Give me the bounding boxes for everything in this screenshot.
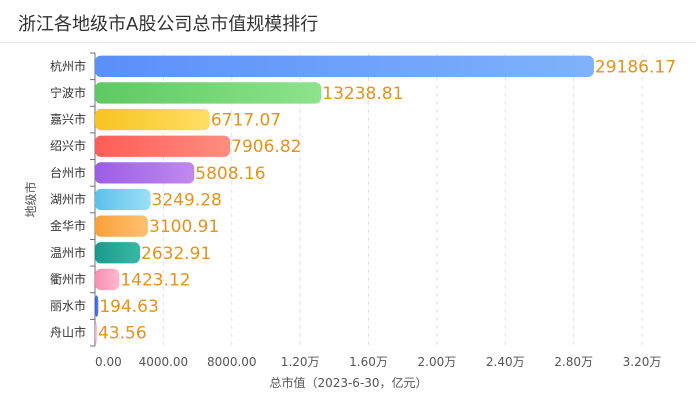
bar [95, 295, 99, 317]
category-label: 温州市 [50, 245, 86, 260]
category-label: 台州市 [50, 165, 86, 180]
value-label: 3249.28 [152, 191, 222, 211]
x-tick-label: 8000.00 [207, 355, 257, 369]
category-label: 衢州市 [50, 271, 86, 286]
y-axis-title: 地级市 [23, 181, 38, 217]
x-tick-label: 2.40万 [486, 355, 525, 369]
bar [95, 242, 141, 264]
x-axis-title: 总市值（2023-6-30，亿元） [269, 375, 427, 390]
category-label: 湖州市 [50, 192, 86, 207]
value-label: 194.63 [99, 297, 158, 317]
category-label: 丽水市 [50, 298, 86, 313]
value-label: 3100.91 [149, 217, 219, 237]
title-divider [0, 42, 696, 43]
value-label: 6717.07 [211, 111, 281, 131]
bar [95, 135, 231, 157]
x-tick-label: 2.80万 [554, 355, 593, 369]
x-tick-label: 0.00 [95, 355, 122, 369]
category-label: 金华市 [50, 218, 86, 233]
category-label: 嘉兴市 [50, 112, 86, 127]
category-label: 杭州市 [50, 58, 86, 73]
x-tick-label: 3.20万 [623, 355, 662, 369]
value-label: 43.56 [98, 324, 147, 344]
bar [95, 82, 322, 104]
x-tick-label: 1.60万 [349, 355, 388, 369]
bar [95, 108, 210, 131]
category-label: 舟山市 [50, 325, 86, 340]
category-label: 绍兴市 [50, 138, 86, 153]
value-label: 7906.82 [231, 137, 301, 157]
value-label: 29186.17 [595, 57, 676, 77]
bar [95, 215, 149, 237]
value-label: 13238.81 [322, 84, 403, 104]
bar [95, 322, 97, 344]
chart-title: 浙江各地级市A股公司总市值规模排行 [18, 14, 319, 35]
bar [95, 268, 120, 291]
value-label: 5808.16 [195, 164, 265, 184]
x-tick-label: 1.20万 [281, 355, 320, 369]
value-label: 2632.91 [141, 244, 211, 264]
category-label: 宁波市 [50, 85, 86, 100]
bar [95, 55, 594, 77]
bar [95, 162, 195, 184]
bar [95, 188, 151, 211]
value-label: 1423.12 [120, 270, 190, 290]
x-tick-label: 2.00万 [418, 355, 457, 369]
x-tick-label: 4000.00 [139, 355, 189, 369]
